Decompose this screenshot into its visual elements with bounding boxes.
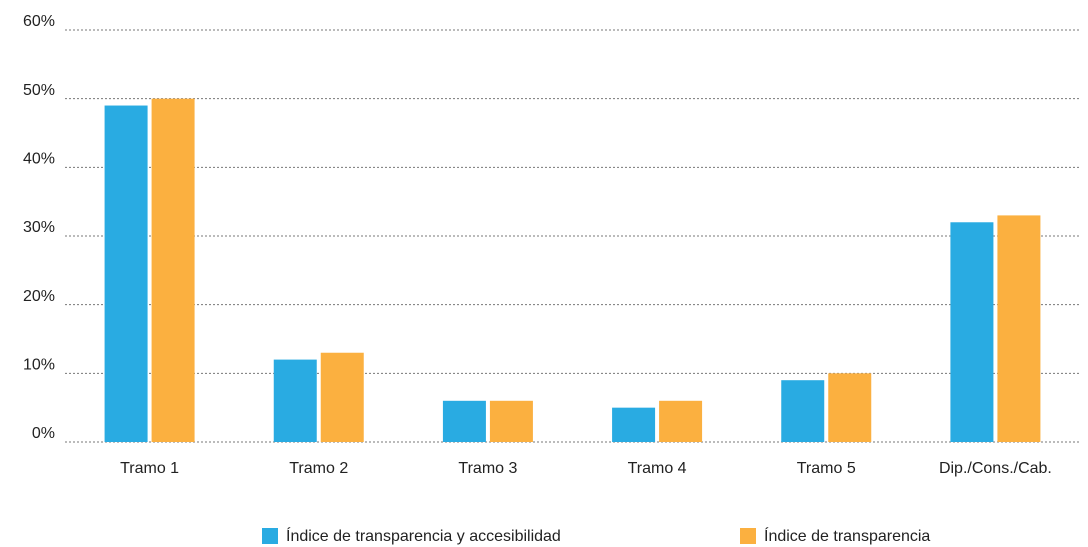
y-tick-label: 60%	[23, 13, 55, 30]
bar	[659, 400, 703, 442]
bar	[104, 105, 148, 443]
y-tick-label: 0%	[32, 425, 55, 442]
bar	[320, 352, 364, 442]
bar	[950, 222, 994, 442]
legend-label: Índice de transparencia y accesibilidad	[286, 526, 561, 545]
bar	[997, 215, 1041, 442]
legend-swatch	[262, 528, 278, 544]
x-tick-label: Tramo 2	[289, 460, 348, 477]
bar	[612, 407, 656, 442]
x-tick-label: Tramo 4	[628, 460, 687, 477]
bar	[828, 373, 872, 442]
bar	[151, 98, 195, 443]
y-tick-label: 10%	[23, 357, 55, 374]
x-tick-label: Tramo 1	[120, 460, 179, 477]
bar	[489, 400, 533, 442]
bar	[442, 400, 486, 442]
x-tick-label: Tramo 3	[458, 460, 517, 477]
y-tick-label: 30%	[23, 219, 55, 236]
legend-swatch	[740, 528, 756, 544]
y-tick-label: 50%	[23, 82, 55, 99]
bar	[781, 380, 825, 442]
y-tick-label: 20%	[23, 288, 55, 305]
x-tick-label: Dip./Cons./Cab.	[939, 460, 1052, 477]
legend-label: Índice de transparencia	[764, 526, 930, 545]
y-tick-label: 40%	[23, 151, 55, 168]
bar	[273, 359, 317, 442]
x-tick-label: Tramo 5	[797, 460, 856, 477]
